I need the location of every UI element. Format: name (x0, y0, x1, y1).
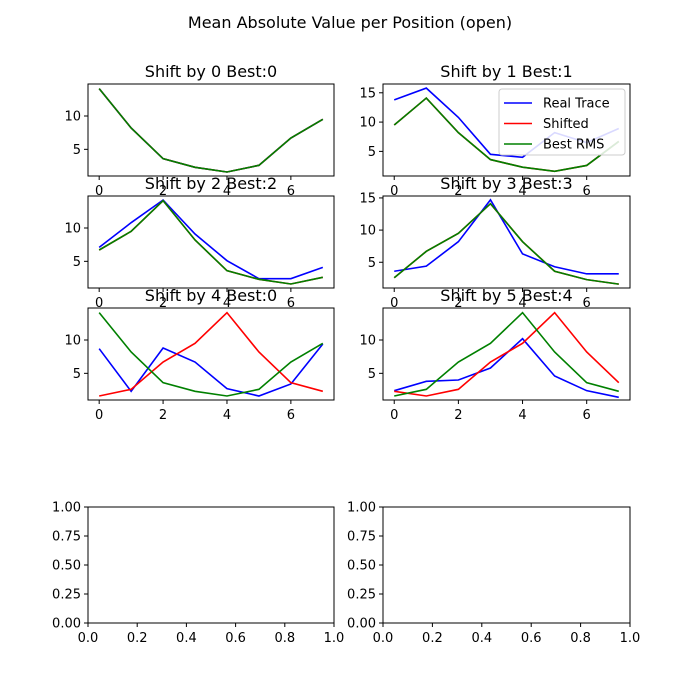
legend-label: Shifted (543, 117, 589, 132)
y-tick-label: 0.00 (52, 617, 81, 632)
x-tick-label: 1.0 (620, 631, 641, 646)
x-tick-label: 6 (583, 408, 591, 423)
subplot-title: Shift by 0 Best:0 (145, 62, 277, 81)
subplot-4: 0 2 4 6 5 10 15 Shift by 3 Best:3 (359, 174, 631, 311)
x-tick-label: 4 (223, 296, 231, 311)
x-tick-label: 4 (223, 184, 231, 199)
series-line-best-rms (393, 96, 620, 173)
y-tick-label: 15 (359, 86, 376, 101)
subplot-title: Shift by 3 Best:3 (440, 174, 572, 193)
x-tick-label: 0 (95, 296, 103, 311)
series-line-best-rms (98, 312, 324, 397)
x-tick-label: 0 (390, 408, 398, 423)
x-tick-label: 2 (159, 184, 167, 199)
x-tick-label: 2 (159, 408, 167, 423)
y-tick-label: 10 (359, 224, 376, 239)
y-tick-label: 1.00 (347, 501, 376, 516)
subplot-6: 0 2 4 6 5 10 Shift by 5 Best:4 (359, 286, 631, 423)
x-tick-label: 0.2 (127, 631, 148, 646)
y-tick-label: 0.25 (347, 588, 376, 603)
x-tick-label: 0.2 (422, 631, 443, 646)
legend-label: Real Trace (543, 97, 610, 112)
y-tick-label: 5 (73, 143, 81, 158)
x-tick-label: 6 (287, 184, 295, 199)
x-tick-label: 0.4 (176, 631, 197, 646)
legend-label: Best RMS (543, 138, 604, 153)
axes-frame (87, 195, 335, 289)
y-tick-label: 0.50 (347, 559, 376, 574)
subplot-7: 0.0 0.2 0.4 0.6 0.8 1.0 0.00 0.25 0.50 0.75 1.00 (52, 501, 344, 647)
y-tick-label: 5 (73, 367, 81, 382)
x-tick-label: 0.0 (373, 631, 394, 646)
x-tick-label: 6 (287, 296, 295, 311)
y-tick-label: 5 (368, 145, 376, 160)
subplot-title: Shift by 5 Best:4 (440, 286, 572, 305)
series-line-best-rms (393, 202, 619, 285)
y-tick-label: 10 (359, 116, 376, 131)
x-tick-label: 0.4 (471, 631, 492, 646)
x-tick-label: 2 (454, 296, 462, 311)
x-tick-label: 0.8 (274, 631, 295, 646)
legend: Real Trace Shifted Best RMS (498, 88, 626, 156)
y-tick-label: 10 (64, 334, 81, 349)
x-tick-label: 0 (95, 184, 103, 199)
x-tick-label: 6 (287, 408, 295, 423)
subplot-2: 0 2 4 6 5 10 15 Shift by 1 Best:1 Real Trace Shif… (359, 62, 631, 199)
axes-frame (87, 83, 335, 177)
y-tick-label: 5 (368, 367, 376, 382)
series-line-shifted (394, 311, 620, 397)
x-tick-label: 2 (454, 408, 462, 423)
y-tick-label: 10 (359, 334, 376, 349)
y-tick-label: 5 (368, 256, 376, 271)
x-tick-label: 4 (223, 408, 231, 423)
subplot-title: Shift by 1 Best:1 (440, 62, 572, 81)
x-tick-label: 2 (454, 184, 462, 199)
series-line-best-rms (98, 88, 324, 173)
x-tick-label: 0 (390, 184, 398, 199)
y-tick-label: 0.50 (52, 559, 81, 574)
x-tick-label: 4 (518, 296, 526, 311)
y-tick-label: 10 (64, 110, 81, 125)
y-tick-label: 10 (64, 222, 81, 237)
y-tick-label: 0.75 (52, 530, 81, 545)
subplot-title: Shift by 2 Best:2 (145, 174, 277, 193)
axes-frame (382, 83, 631, 177)
subplot-title: Shift by 4 Best:0 (145, 286, 277, 305)
x-tick-label: 2 (159, 296, 167, 311)
x-tick-label: 4 (518, 408, 526, 423)
x-tick-label: 4 (518, 184, 526, 199)
series-line-real-trace (394, 198, 619, 275)
series-line-best-rms (98, 199, 323, 285)
y-tick-label: 1.00 (52, 501, 81, 516)
subplot-8: 0.0 0.2 0.4 0.6 0.8 1.0 0.00 0.25 0.50 0.75 1.00 (347, 501, 640, 647)
x-tick-label: 0.6 (521, 631, 542, 646)
x-tick-label: 0 (390, 296, 398, 311)
x-tick-label: 0.6 (225, 631, 246, 646)
subplot-3: 0 2 4 6 5 10 Shift by 2 Best:2 (64, 174, 335, 311)
series-line-real-trace (98, 198, 324, 280)
figure-suptitle: Mean Absolute Value per Position (open) (188, 13, 512, 32)
x-tick-label: 0 (95, 408, 103, 423)
axes-frame (382, 195, 631, 289)
legend-box (498, 88, 626, 156)
y-tick-label: 5 (73, 255, 81, 270)
y-tick-label: 15 (359, 191, 376, 206)
x-tick-label: 0.0 (78, 631, 99, 646)
axes-frame (87, 307, 335, 401)
axes-frame (382, 307, 631, 401)
y-tick-label: 0.00 (347, 617, 376, 632)
subplot-1: 0 2 4 6 5 10 Shift by 0 Best:0 (64, 62, 335, 199)
series-line-best-rms (394, 311, 619, 397)
y-tick-label: 0.25 (52, 588, 81, 603)
y-tick-label: 0.75 (347, 530, 376, 545)
subplot-5: 0 2 4 6 5 10 Shift by 4 Best:0 (64, 286, 335, 423)
series-line-shifted (99, 311, 324, 397)
x-tick-label: 6 (583, 296, 591, 311)
x-tick-label: 0.8 (570, 631, 591, 646)
x-tick-label: 1.0 (324, 631, 345, 646)
x-tick-label: 6 (583, 184, 591, 199)
